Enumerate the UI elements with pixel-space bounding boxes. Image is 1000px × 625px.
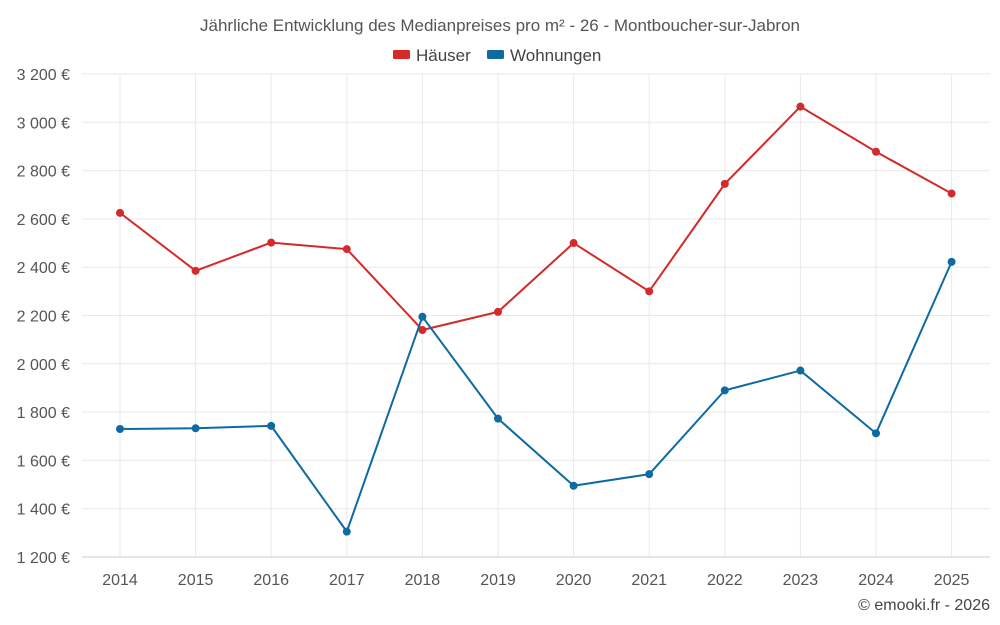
- x-tick-label: 2023: [783, 572, 819, 589]
- data-point[interactable]: [418, 312, 427, 321]
- x-tick-label: 2024: [858, 572, 894, 589]
- y-tick-label: 2 600 €: [17, 212, 70, 229]
- series-wohnungen: [116, 257, 956, 536]
- data-point[interactable]: [342, 245, 351, 254]
- data-point[interactable]: [191, 424, 200, 433]
- data-point[interactable]: [267, 421, 276, 430]
- y-axis: 1 200 € 1 400 € 1 600 € 1 800 € 2 000 € 2 200…: [17, 67, 70, 567]
- legend-label: Häuser: [416, 46, 471, 65]
- series-line: [119, 261, 953, 533]
- data-point[interactable]: [947, 257, 956, 266]
- x-tick-label: 2014: [102, 572, 138, 589]
- series-häuser: [116, 102, 956, 334]
- x-tick-label: 2019: [480, 572, 516, 589]
- y-tick-label: 3 000 €: [17, 115, 70, 132]
- x-axis: 2014 2015 2016 2017 2018 2019 2020 2021 2022 2023…: [82, 556, 990, 589]
- series-line: [119, 105, 953, 331]
- x-tick-label: 2022: [707, 572, 743, 589]
- y-tick-label: 1 600 €: [17, 453, 70, 470]
- data-point[interactable]: [720, 386, 729, 395]
- series-layer: [116, 102, 956, 536]
- legend-label: Wohnungen: [510, 46, 601, 65]
- grid: [82, 73, 990, 558]
- x-tick-label: 2021: [631, 572, 667, 589]
- data-point[interactable]: [267, 238, 276, 247]
- data-point[interactable]: [645, 287, 654, 296]
- legend-swatch: [487, 50, 504, 59]
- legend-item[interactable]: Häuser: [393, 46, 471, 65]
- data-point[interactable]: [796, 366, 805, 375]
- data-point[interactable]: [645, 470, 654, 479]
- legend-item[interactable]: Wohnungen: [487, 46, 601, 65]
- data-point[interactable]: [569, 481, 578, 490]
- credit-text: © emooki.fr - 2026: [858, 597, 990, 614]
- data-point[interactable]: [116, 425, 124, 434]
- data-point[interactable]: [569, 239, 578, 248]
- data-point[interactable]: [872, 147, 880, 156]
- x-tick-label: 2018: [405, 572, 441, 589]
- x-tick-label: 2025: [934, 572, 970, 589]
- data-point[interactable]: [116, 208, 124, 217]
- data-point[interactable]: [342, 527, 351, 536]
- data-point[interactable]: [947, 189, 956, 198]
- data-point[interactable]: [418, 325, 427, 334]
- legend: Häuser Wohnungen: [393, 46, 601, 65]
- y-tick-label: 1 800 €: [17, 405, 70, 422]
- chart-title: Jährliche Entwicklung des Medianpreises …: [200, 16, 800, 35]
- y-tick-label: 2 200 €: [17, 309, 70, 326]
- x-tick-label: 2017: [329, 572, 365, 589]
- data-point[interactable]: [720, 179, 729, 188]
- x-tick-label: 2015: [178, 572, 214, 589]
- data-point[interactable]: [494, 307, 502, 316]
- y-tick-label: 2 000 €: [17, 357, 70, 374]
- y-tick-label: 1 400 €: [17, 502, 70, 519]
- y-tick-label: 2 400 €: [17, 260, 70, 277]
- x-tick-label: 2020: [556, 572, 592, 589]
- data-point[interactable]: [796, 102, 805, 111]
- data-point[interactable]: [872, 429, 880, 438]
- legend-swatch: [393, 50, 410, 59]
- y-tick-label: 2 800 €: [17, 164, 70, 181]
- y-tick-label: 1 200 €: [17, 550, 70, 567]
- data-point[interactable]: [191, 266, 200, 275]
- data-point[interactable]: [494, 414, 502, 423]
- x-tick-label: 2016: [253, 572, 289, 589]
- y-tick-label: 3 200 €: [17, 67, 70, 84]
